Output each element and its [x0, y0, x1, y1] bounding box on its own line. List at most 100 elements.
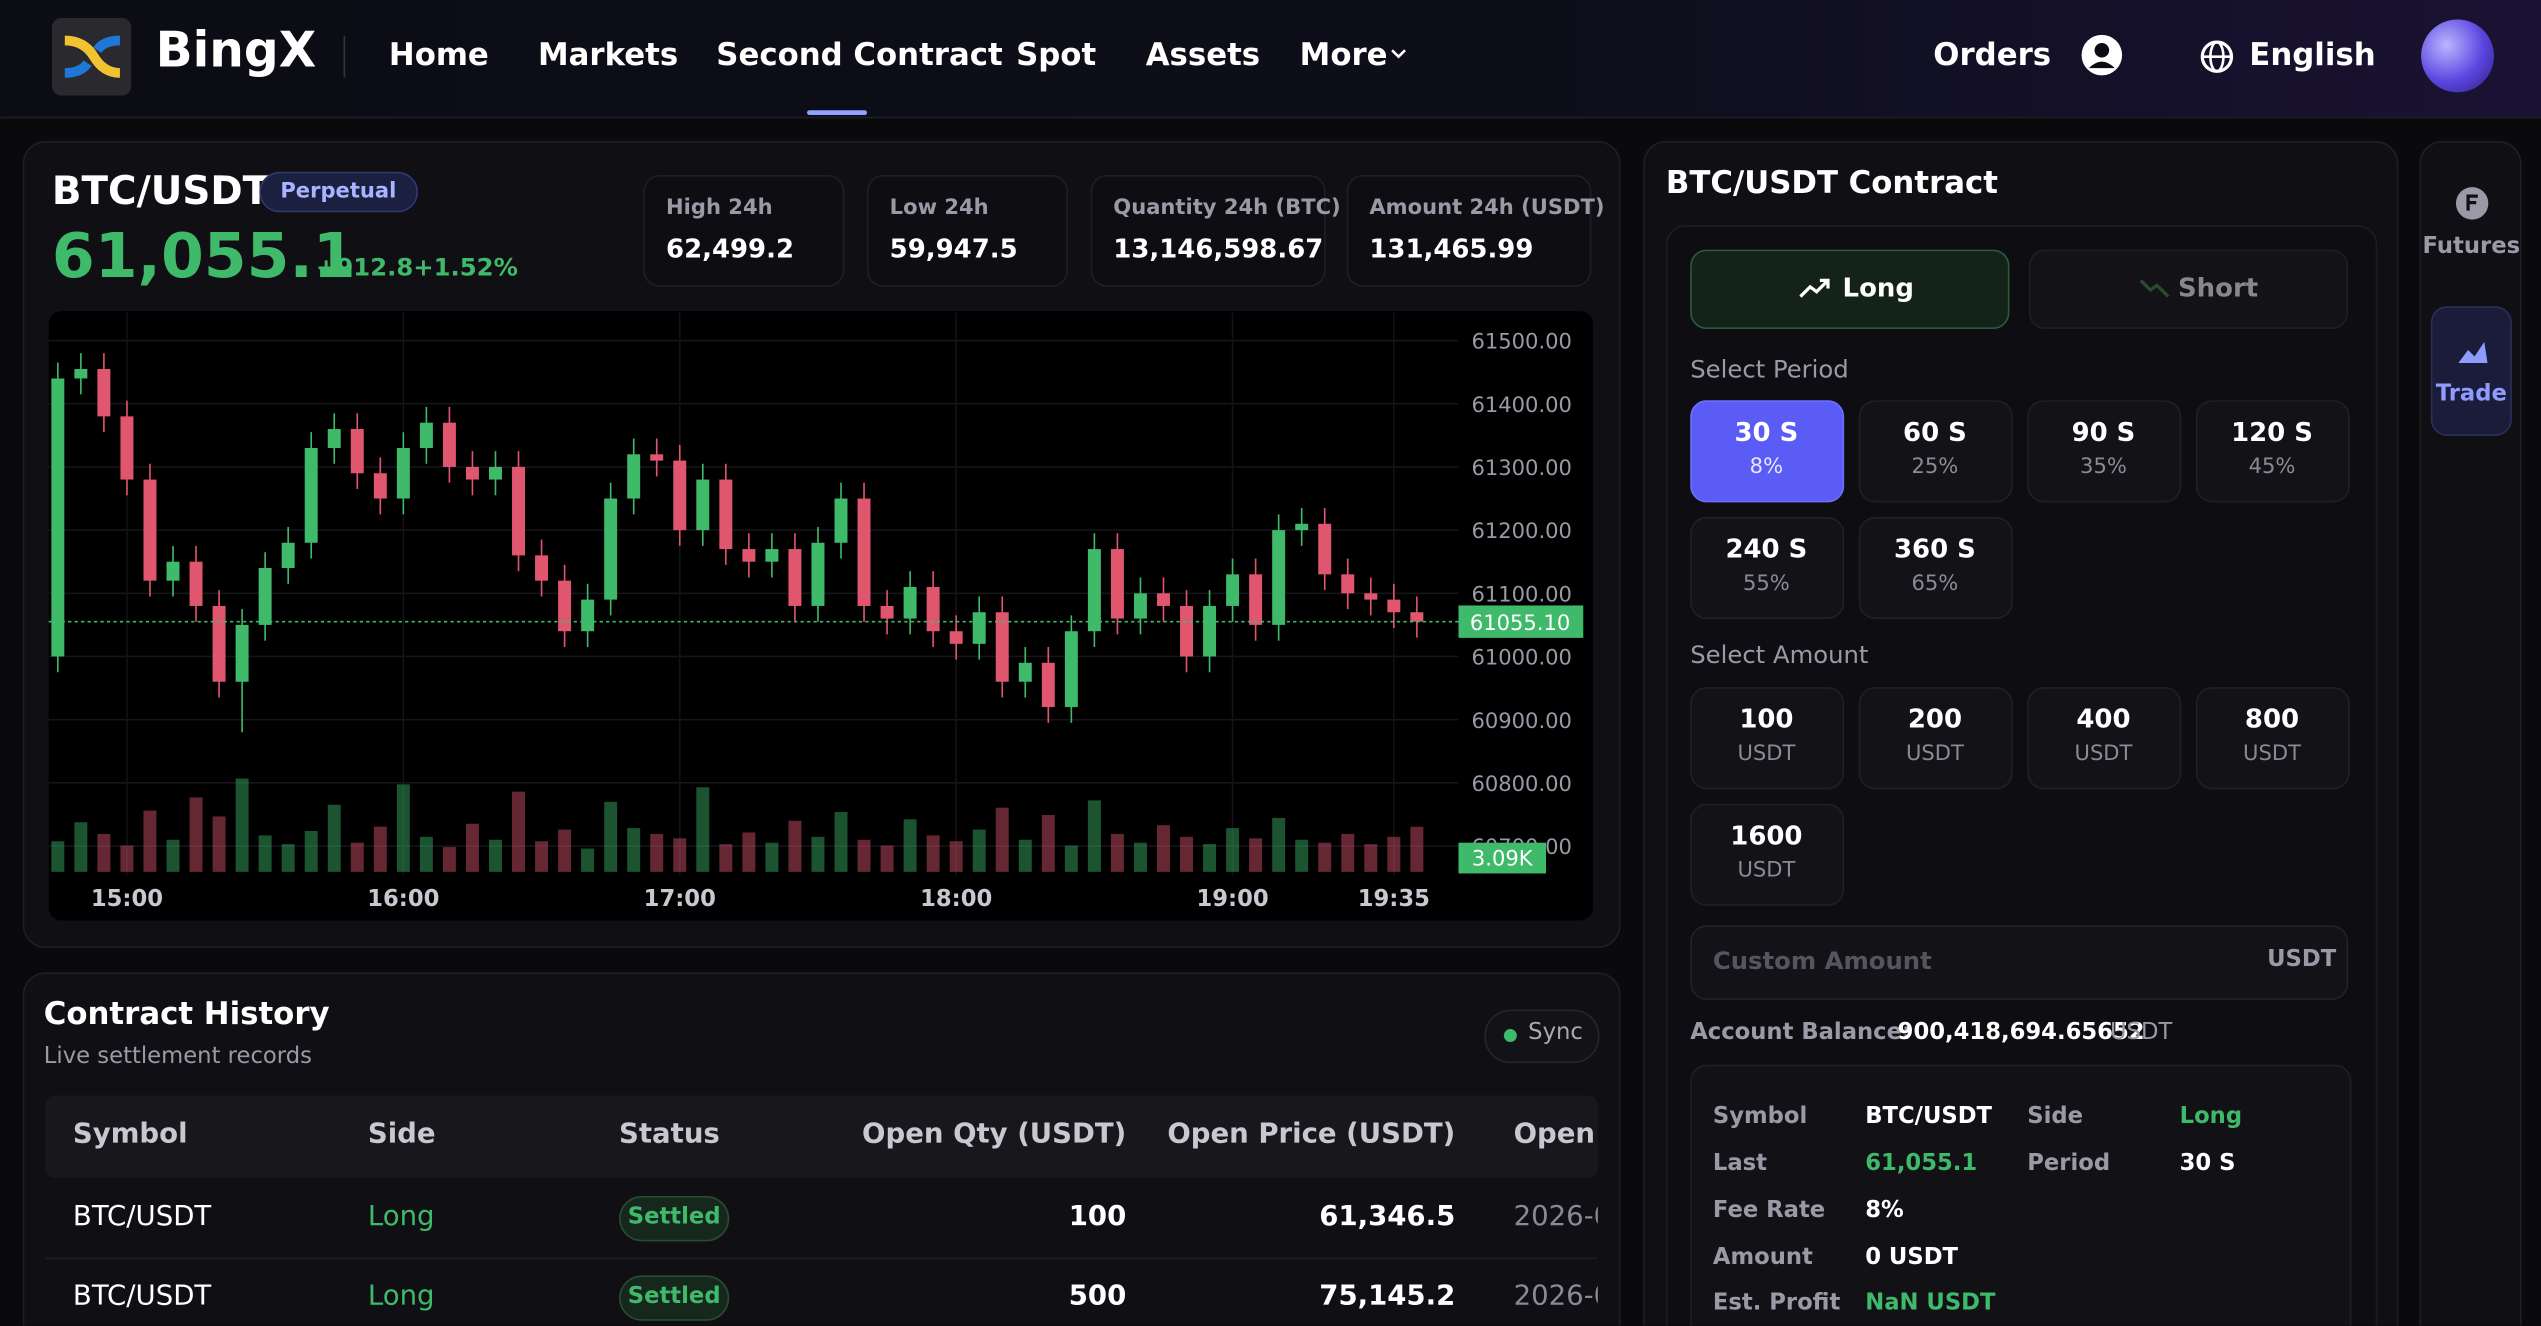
nav-link[interactable]: Markets	[538, 37, 679, 73]
volume-bar	[880, 845, 894, 872]
user-icon[interactable]	[2081, 34, 2123, 76]
period-time: 90 S	[2071, 416, 2136, 448]
logo	[51, 17, 132, 96]
nav-link[interactable]: Second Contract	[716, 37, 1003, 73]
custom-amount-input[interactable]	[1690, 925, 2349, 1000]
candle-body	[765, 549, 779, 562]
volume-bar	[535, 841, 549, 872]
price-label: 61055.10	[1470, 610, 1570, 635]
sidebar-item[interactable]: Futures	[2422, 233, 2521, 260]
brand[interactable]: BingX	[155, 22, 317, 80]
volume-bar	[1203, 844, 1217, 872]
futures-icon[interactable]	[2455, 186, 2489, 220]
nav-link[interactable]: More	[1299, 37, 1388, 73]
volume-bar	[1387, 836, 1401, 872]
globe-icon[interactable]	[2199, 39, 2235, 75]
candle-body	[143, 479, 157, 581]
active-indicator	[807, 110, 867, 116]
volume-bar	[212, 816, 226, 872]
candle-body	[719, 479, 733, 550]
nav-link[interactable]: Home	[388, 37, 489, 73]
amount-value: 1600	[1730, 819, 1803, 851]
amount-value: 400	[2076, 703, 2131, 735]
divider	[343, 35, 346, 78]
chart-area	[48, 311, 1593, 921]
summary-value: Long	[2179, 1103, 2243, 1130]
candle-body	[258, 568, 272, 625]
candle-body	[304, 447, 318, 543]
cell: 61,346.5	[1319, 1200, 1456, 1234]
summary-label: Fee Rate	[1712, 1197, 1826, 1224]
x-tick-label: 18:00	[920, 886, 992, 912]
x-tick-label: 19:00	[1197, 886, 1269, 912]
volume-bar	[1272, 817, 1286, 872]
amount-button[interactable]	[1690, 803, 1845, 906]
sidebar-item[interactable]: Trade	[2435, 380, 2507, 407]
long-label: Long	[1842, 272, 1914, 304]
candle-body	[650, 454, 664, 461]
long-icon	[1799, 278, 1830, 298]
orders-link[interactable]: Orders	[1933, 37, 2052, 73]
candle-body	[949, 631, 963, 644]
period-button[interactable]	[2195, 400, 2350, 503]
volume-bar	[834, 812, 848, 872]
long-button[interactable]	[1690, 249, 2010, 329]
volume-bar	[742, 832, 756, 872]
volume-bar	[1410, 826, 1424, 872]
amount-button[interactable]	[2195, 687, 2350, 790]
balance: 900,418,694.65652	[1897, 1019, 2145, 1046]
avatar[interactable]	[2421, 19, 2495, 93]
candle-body	[1203, 605, 1217, 657]
nav-link[interactable]: Spot	[1016, 37, 1097, 73]
trade-card[interactable]	[2430, 306, 2512, 436]
candle-body	[1410, 612, 1424, 622]
period-time: 240 S	[1725, 533, 1808, 564]
candle-body	[235, 624, 249, 682]
y-tick-label: 60900.00	[1471, 708, 1571, 733]
candle-body	[120, 416, 134, 480]
period-button[interactable]	[1858, 400, 2013, 503]
stat-label: Low 24h	[889, 196, 989, 221]
nav-link[interactable]: Assets	[1145, 37, 1261, 73]
cell: 500	[1068, 1280, 1127, 1313]
candle-body	[673, 460, 687, 531]
candle-body	[327, 429, 341, 448]
period-button[interactable]	[1858, 516, 2013, 620]
period-button[interactable]	[1690, 400, 1845, 503]
summary-card	[1690, 1064, 2352, 1326]
amount-button[interactable]	[1690, 687, 1845, 790]
short-button[interactable]	[2028, 249, 2349, 329]
y-tick-label: 61500.00	[1471, 329, 1571, 354]
candle-body	[465, 466, 479, 480]
chevron	[1391, 49, 1406, 59]
candle-body	[742, 549, 756, 562]
candle-body	[419, 422, 433, 448]
candle-body	[1364, 593, 1378, 600]
period-rate: 25%	[1911, 455, 1959, 480]
y-tick-label: 61000.00	[1471, 645, 1571, 670]
volume-bar	[811, 836, 825, 872]
amount-value: 800	[2244, 703, 2300, 735]
amount-button[interactable]	[2027, 687, 2182, 790]
cell: 2026-0	[1513, 1280, 1598, 1313]
x-tick-label: 15:00	[91, 886, 163, 912]
candle-body	[281, 542, 295, 569]
column-header: Status	[619, 1118, 720, 1151]
volume-bar	[604, 801, 618, 872]
candle-body	[811, 542, 825, 606]
balance-unit: USDT	[2109, 1019, 2173, 1046]
sync-pill[interactable]	[1484, 1009, 1600, 1064]
volume-label: 3.09K	[1472, 845, 1534, 870]
candle-body	[788, 549, 802, 606]
row-divider	[45, 1257, 1598, 1260]
short-label: Short	[2178, 272, 2259, 304]
summary-label: Period	[2027, 1150, 2111, 1177]
period-button[interactable]	[1690, 516, 1845, 620]
volume-bar	[903, 819, 917, 872]
period-button[interactable]	[2027, 400, 2182, 503]
amount-button[interactable]	[1858, 687, 2013, 790]
candle-body	[1157, 593, 1170, 606]
candle-body	[1387, 599, 1401, 613]
language[interactable]: English	[2249, 37, 2376, 73]
column-header: Symbol	[72, 1118, 188, 1151]
